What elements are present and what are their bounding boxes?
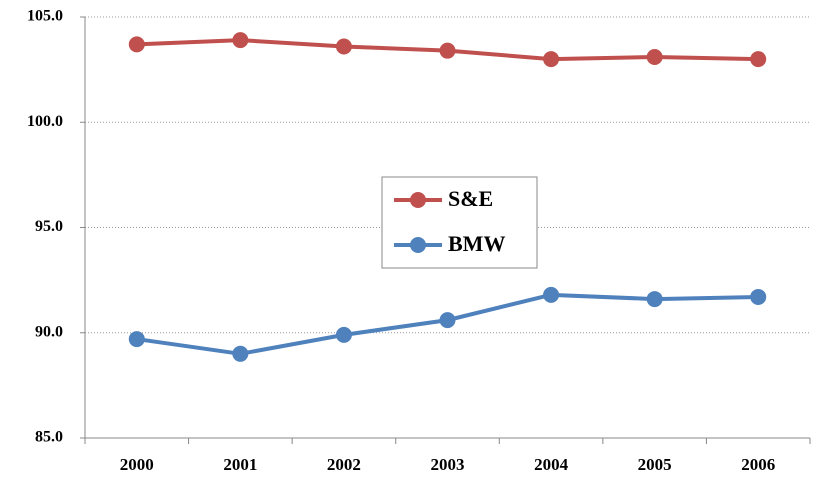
point-marker xyxy=(335,326,352,343)
point-marker xyxy=(232,345,249,362)
x-tick-label: 2004 xyxy=(534,455,569,474)
point-marker xyxy=(335,38,352,55)
x-tick-label: 2005 xyxy=(638,455,672,474)
point-marker xyxy=(439,312,456,329)
y-tick-label: 85.0 xyxy=(35,429,63,446)
point-marker xyxy=(128,36,145,53)
point-marker xyxy=(543,286,560,303)
legend-label: BMW xyxy=(448,231,505,256)
point-marker xyxy=(439,42,456,59)
point-marker xyxy=(646,48,663,65)
point-marker xyxy=(128,331,145,348)
x-tick-label: 2001 xyxy=(223,455,257,474)
legend-box xyxy=(381,176,538,269)
x-tick-label: 2000 xyxy=(120,455,154,474)
y-tick-label: 105.0 xyxy=(27,8,63,25)
x-tick-label: 2003 xyxy=(431,455,465,474)
point-marker xyxy=(543,51,560,68)
legend-marker xyxy=(410,237,426,253)
y-tick-label: 90.0 xyxy=(35,323,63,340)
point-marker xyxy=(750,51,767,68)
x-tick-label: 2006 xyxy=(741,455,775,474)
x-tick-label: 2002 xyxy=(327,455,361,474)
legend: S&E BMW xyxy=(381,176,538,269)
y-tick-label: 100.0 xyxy=(27,113,63,130)
point-marker xyxy=(232,32,249,49)
point-marker xyxy=(750,288,767,305)
legend-marker xyxy=(410,192,426,208)
y-tick-label: 95.0 xyxy=(35,218,63,235)
point-marker xyxy=(646,291,663,308)
legend-label: S&E xyxy=(448,186,493,211)
